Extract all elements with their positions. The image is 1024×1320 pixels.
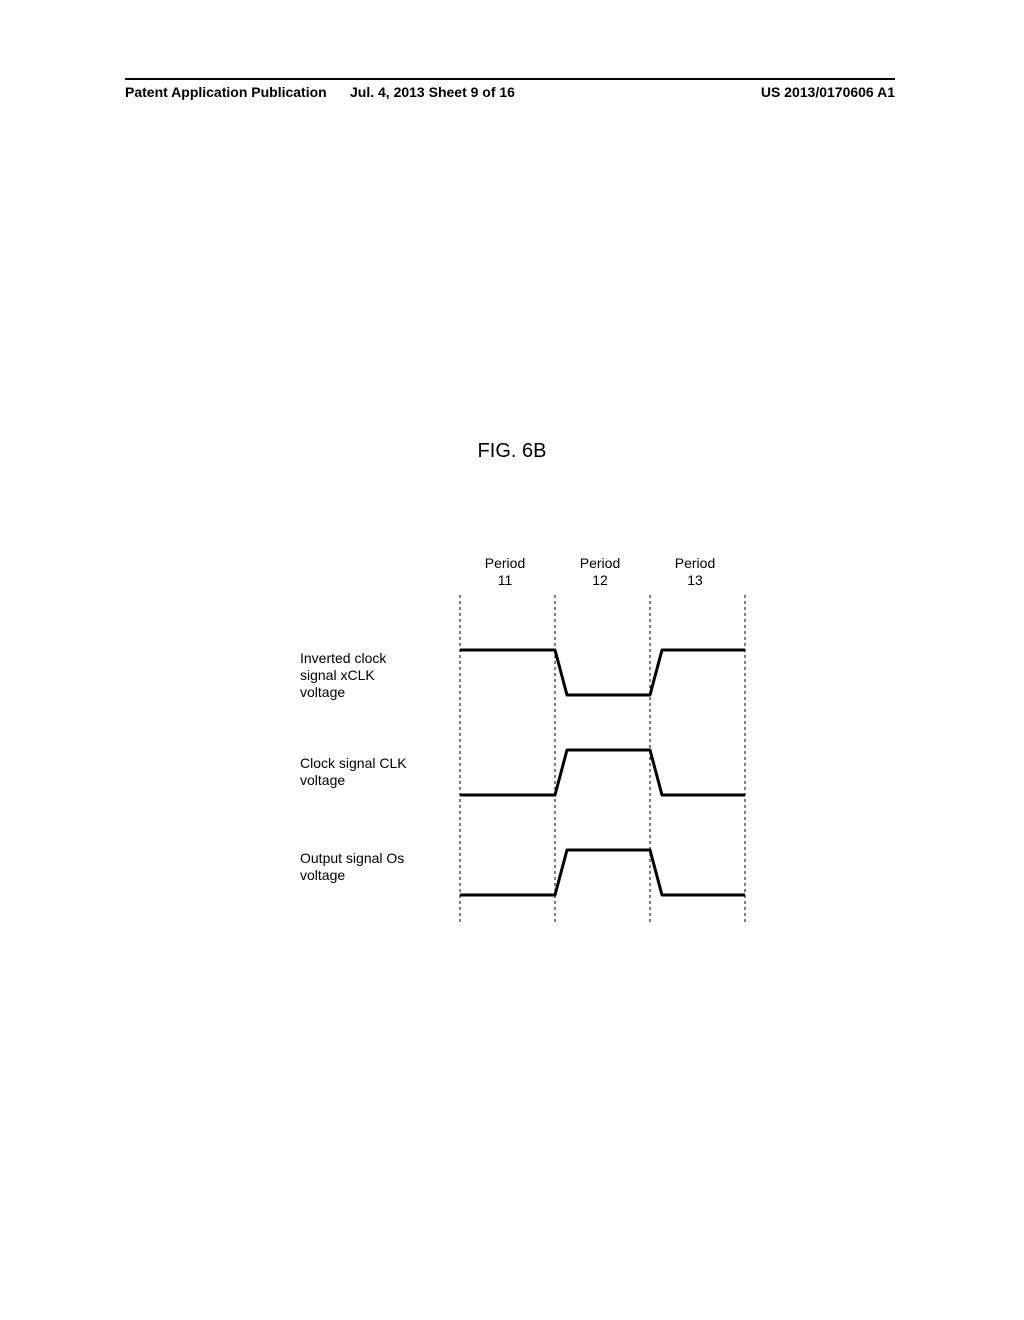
period-label-12: Period12 <box>565 555 635 589</box>
waveform-svg <box>455 595 845 965</box>
row-label-xclk: Inverted clocksignal xCLKvoltage <box>300 650 445 700</box>
header-mid-text: Jul. 4, 2013 Sheet 9 of 16 <box>350 84 515 100</box>
figure-title: FIG. 6B <box>0 440 1024 463</box>
period-label-13: Period13 <box>660 555 730 589</box>
waveform-xclk <box>460 650 745 695</box>
header-rule <box>125 78 895 80</box>
header-left-text: Patent Application Publication <box>125 84 327 100</box>
timing-diagram: Period11 Period12 Period13 Inverted cloc… <box>300 555 840 975</box>
waveform-clk <box>460 750 745 795</box>
period-labels-row: Period11 Period12 Period13 <box>455 555 845 595</box>
row-label-clk: Clock signal CLKvoltage <box>300 755 445 789</box>
row-label-os: Output signal Osvoltage <box>300 850 445 884</box>
header-right-text: US 2013/0170606 A1 <box>761 84 895 100</box>
period-label-11: Period11 <box>470 555 540 589</box>
waveform-os <box>460 850 745 895</box>
